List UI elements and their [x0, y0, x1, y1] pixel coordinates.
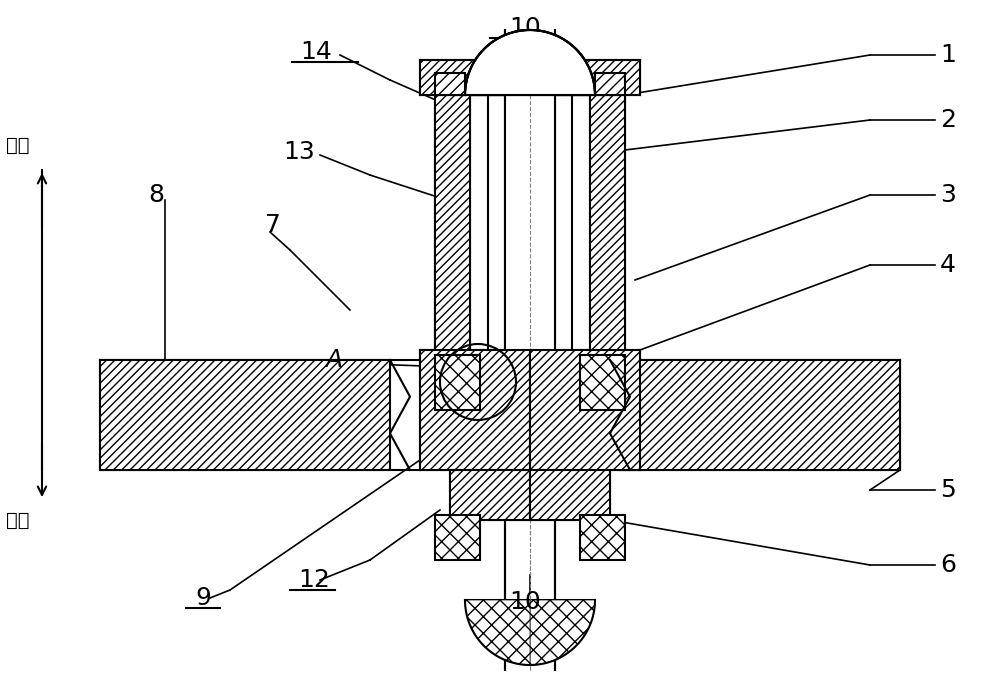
Polygon shape [465, 30, 530, 95]
Text: 14: 14 [300, 40, 332, 64]
Bar [100, 360, 390, 470]
Bar [595, 73, 625, 95]
Bar [590, 95, 625, 360]
Text: 4: 4 [940, 253, 956, 277]
Polygon shape [530, 600, 595, 665]
Text: 3: 3 [940, 183, 956, 207]
Wedge shape [465, 30, 595, 95]
Bar [580, 355, 625, 410]
Text: 1: 1 [940, 43, 956, 67]
Bar [435, 355, 480, 410]
Text: 内側: 内側 [6, 510, 30, 530]
Bar [530, 350, 640, 470]
Text: 8: 8 [148, 183, 164, 207]
Wedge shape [465, 30, 595, 95]
Polygon shape [530, 30, 595, 95]
Bar [620, 360, 900, 470]
Text: 12: 12 [298, 568, 330, 592]
Bar [435, 515, 480, 560]
Text: 6: 6 [940, 553, 956, 577]
Bar [435, 73, 465, 95]
Text: 外側: 外側 [6, 135, 30, 154]
Text: 13: 13 [283, 140, 315, 164]
Polygon shape [465, 600, 530, 665]
Bar [530, 470, 610, 520]
Text: A: A [325, 348, 342, 372]
Text: 10: 10 [509, 16, 541, 40]
Text: 7: 7 [265, 213, 281, 237]
Bar [450, 470, 530, 520]
Bar [435, 95, 470, 360]
Bar [420, 60, 640, 95]
Text: 2: 2 [940, 108, 956, 132]
Text: 9: 9 [195, 586, 211, 610]
Text: 10: 10 [509, 590, 541, 614]
Bar [505, 95, 555, 470]
Bar [580, 515, 625, 560]
Text: 5: 5 [940, 478, 956, 502]
Bar [420, 350, 530, 470]
